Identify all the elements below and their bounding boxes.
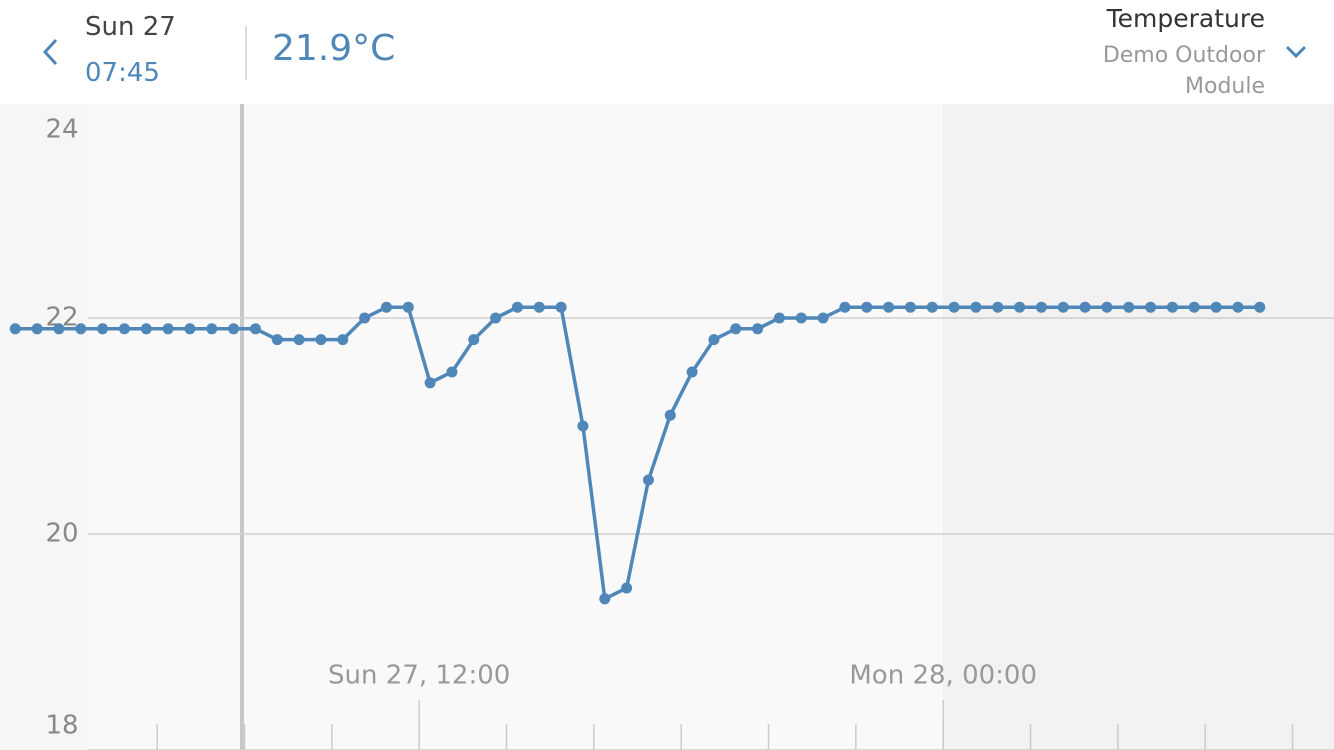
point xyxy=(839,301,851,313)
point xyxy=(555,301,567,313)
y-tick-label: 24 xyxy=(45,115,78,145)
point xyxy=(599,593,611,605)
y-tick-label: 18 xyxy=(45,711,78,741)
point xyxy=(249,323,261,335)
point xyxy=(904,301,916,313)
point xyxy=(184,323,196,335)
point xyxy=(1145,301,1157,313)
point xyxy=(511,301,523,313)
point xyxy=(1123,301,1135,313)
metric[interactable]: Temperature xyxy=(1106,4,1265,33)
point xyxy=(162,323,174,335)
point xyxy=(271,334,283,346)
point xyxy=(359,312,371,324)
point xyxy=(1254,301,1266,313)
point xyxy=(293,334,305,346)
point xyxy=(926,301,938,313)
plot-background xyxy=(88,104,943,750)
point xyxy=(992,301,1004,313)
dropdown-icon[interactable] xyxy=(1282,38,1312,68)
point xyxy=(533,301,545,313)
point xyxy=(424,377,436,389)
point xyxy=(206,323,218,335)
point xyxy=(642,474,654,486)
point xyxy=(315,334,327,346)
point xyxy=(1079,301,1091,313)
point xyxy=(795,312,807,324)
point xyxy=(577,420,589,432)
point xyxy=(140,323,152,335)
point xyxy=(97,323,109,335)
module[interactable]: Demo Outdoor Module xyxy=(1102,43,1265,99)
point xyxy=(380,301,392,313)
future-background xyxy=(943,104,1334,750)
header: Sun 27 07:45 21.9°C Temperature Demo Out… xyxy=(0,0,1334,104)
x-tick-label: Mon 28, 00:00 xyxy=(849,661,1037,691)
point xyxy=(752,323,764,335)
day: Sun 27 xyxy=(85,12,176,42)
point xyxy=(31,323,43,335)
point xyxy=(228,323,240,335)
divider xyxy=(245,26,247,80)
point xyxy=(664,409,676,421)
time: 07:45 xyxy=(85,58,160,88)
point xyxy=(1188,301,1200,313)
point xyxy=(686,366,698,378)
point xyxy=(817,312,829,324)
point xyxy=(883,301,895,313)
point xyxy=(773,312,785,324)
point xyxy=(861,301,873,313)
y-tick-label: 20 xyxy=(45,519,78,549)
point xyxy=(730,323,742,335)
point xyxy=(1101,301,1113,313)
reading: 21.9°C xyxy=(272,28,396,69)
point xyxy=(1210,301,1222,313)
point xyxy=(708,334,720,346)
back-button[interactable] xyxy=(36,32,66,72)
point xyxy=(1166,301,1178,313)
point xyxy=(1232,301,1244,313)
axis-background xyxy=(0,104,88,750)
point xyxy=(1014,301,1026,313)
point xyxy=(490,312,502,324)
point xyxy=(948,301,960,313)
point xyxy=(1035,301,1047,313)
point xyxy=(337,334,349,346)
point xyxy=(970,301,982,313)
point xyxy=(53,323,65,335)
point xyxy=(468,334,480,346)
line xyxy=(15,305,1260,602)
point xyxy=(446,366,458,378)
point xyxy=(621,582,633,594)
point xyxy=(118,323,130,335)
point xyxy=(75,323,87,335)
point xyxy=(9,323,21,335)
point xyxy=(402,301,414,313)
x-tick-label: Sun 27, 12:00 xyxy=(328,661,510,691)
point xyxy=(1057,301,1069,313)
